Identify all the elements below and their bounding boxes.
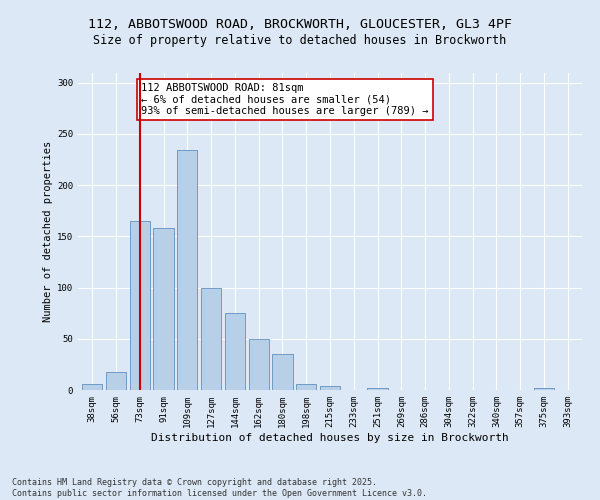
Text: 112, ABBOTSWOOD ROAD, BROCKWORTH, GLOUCESTER, GL3 4PF: 112, ABBOTSWOOD ROAD, BROCKWORTH, GLOUCE… — [88, 18, 512, 30]
X-axis label: Distribution of detached houses by size in Brockworth: Distribution of detached houses by size … — [151, 432, 509, 442]
Bar — [106, 372, 126, 390]
Bar — [272, 354, 293, 390]
Text: 112 ABBOTSWOOD ROAD: 81sqm
← 6% of detached houses are smaller (54)
93% of semi-: 112 ABBOTSWOOD ROAD: 81sqm ← 6% of detac… — [141, 82, 428, 116]
Text: Size of property relative to detached houses in Brockworth: Size of property relative to detached ho… — [94, 34, 506, 47]
Y-axis label: Number of detached properties: Number of detached properties — [43, 140, 53, 322]
Text: Contains HM Land Registry data © Crown copyright and database right 2025.
Contai: Contains HM Land Registry data © Crown c… — [12, 478, 427, 498]
Bar — [367, 388, 388, 390]
Bar — [154, 228, 173, 390]
Bar — [82, 384, 103, 390]
Bar — [320, 386, 340, 390]
Bar — [201, 288, 221, 390]
Bar — [248, 339, 269, 390]
Bar — [296, 384, 316, 390]
Bar — [130, 221, 150, 390]
Bar — [225, 313, 245, 390]
Bar — [177, 150, 197, 390]
Bar — [534, 388, 554, 390]
